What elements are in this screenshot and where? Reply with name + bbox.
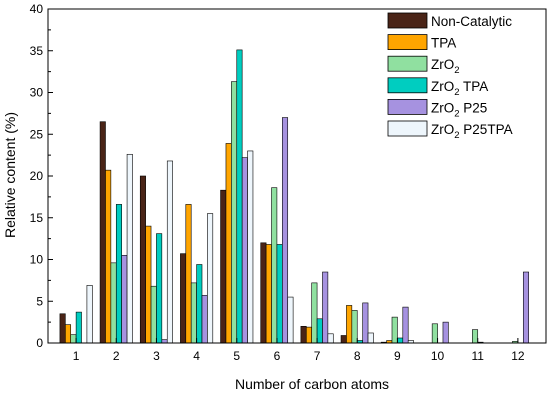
bar-zro2-tpa-3 [156,233,163,344]
bar-non-catalytic-8 [340,335,347,344]
legend-label: ZrO2 TPA [431,79,488,98]
bar-zro2-p25-9 [402,306,409,344]
bar-zro2-7 [311,282,318,344]
y-tick-label: 30 [30,86,44,100]
bar-zro2-p25tpa-6 [287,296,294,344]
legend-swatch [387,55,428,72]
bar-zro2-p25tpa-7 [327,333,334,344]
legend-label: ZrO2 P25 [431,100,487,119]
legend-label: Non-Catalytic [431,14,512,29]
y-axis-title: Relative content (%) [2,112,18,238]
bar-zro2-p25tpa-5 [247,150,254,344]
bars-layer [59,49,529,344]
x-tick-label: 5 [233,349,240,363]
bar-tpa-6 [265,244,272,344]
bar-non-catalytic-7 [300,325,307,344]
bar-zro2-8 [351,310,358,344]
bar-zro2-tpa-1 [75,311,82,344]
y-tick-label: 35 [30,44,44,58]
bar-tpa-4 [185,204,192,344]
bar-zro2-6 [271,187,278,344]
bar-zro2-1 [70,334,77,344]
x-tick-label: 1 [73,349,80,363]
bar-zro2-tpa-7 [316,318,323,344]
bar-non-catalytic-6 [260,242,267,344]
legend-swatch [387,120,428,137]
x-tick-label: 7 [314,349,321,363]
legend-swatch [387,12,428,29]
bar-non-catalytic-3 [139,175,146,344]
y-tick-label: 0 [36,336,43,350]
bar-non-catalytic-1 [59,313,66,344]
bar-zro2-11 [472,329,479,344]
bar-zro2-p25tpa-1 [86,285,93,344]
y-tick-label: 40 [30,2,44,16]
bar-zro2-p25-4 [201,295,208,344]
bar-zro2-tpa-6 [276,244,283,344]
bar-zro2-tpa-5 [236,49,243,344]
x-axis-title: Number of carbon atoms [235,376,389,392]
x-tick-label: 8 [354,349,361,363]
y-tick-label: 25 [30,127,44,141]
bar-zro2-p25-6 [282,117,289,344]
bar-zro2-p25tpa-2 [126,153,133,344]
bar-zro2-p25-2 [121,255,128,344]
x-tick-label: 11 [471,349,484,363]
bar-zro2-10 [431,323,438,344]
bar-zro2-5 [231,81,238,344]
bar-zro2-tpa-4 [196,264,203,344]
y-tick-label: 10 [30,253,44,267]
legend-label: ZrO2 [431,57,460,76]
legend: Non-Catalytic TPA ZrO2 ZrO2 TPA ZrO2 P25 ZrO2… [387,12,513,141]
bar-tpa-7 [305,326,312,344]
y-tick-label: 5 [36,294,43,308]
bar-zro2-3 [150,285,157,344]
x-tick-label: 6 [274,349,281,363]
bar-zro2-p25tpa-4 [207,213,214,344]
bar-tpa-2 [105,169,112,344]
bar-zro2-tpa-2 [115,204,122,344]
legend-label: TPA [431,36,456,51]
bar-zro2-p25tpa-8 [367,332,374,344]
x-tick-label: 9 [394,349,401,363]
x-tick-label: 10 [431,349,445,363]
bar-zro2-p25-5 [241,157,248,344]
bar-zro2-p25-8 [362,302,369,344]
bar-zro2-p25tpa-3 [166,160,173,344]
bar-tpa-1 [65,324,72,344]
bar-zro2-4 [190,282,197,344]
bar-non-catalytic-5 [220,189,227,344]
y-tick-label: 15 [30,211,44,225]
x-tick-label: 12 [511,349,525,363]
bar-zro2-tpa-9 [397,337,404,344]
bar-zro2-2 [110,262,117,344]
bar-zro2-9 [391,316,398,344]
bar-tpa-8 [346,305,353,344]
legend-swatch [387,77,428,94]
bar-non-catalytic-2 [99,121,106,344]
bar-zro2-p25-10 [442,321,449,344]
bar-tpa-5 [225,143,232,344]
bar-tpa-3 [145,225,152,344]
bar-zro2-p25-3 [161,339,168,344]
bar-non-catalytic-4 [180,253,187,344]
y-tick-label: 20 [30,169,44,183]
bar-zro2-p25-12 [522,271,529,344]
legend-swatch [387,34,428,50]
x-tick-label: 2 [113,349,120,363]
x-tick-label: 4 [193,349,200,363]
legend-label: ZrO2 P25TPA [431,122,513,141]
x-tick-label: 3 [153,349,160,363]
bar-zro2-p25-7 [322,271,329,344]
legend-swatch [387,99,428,115]
